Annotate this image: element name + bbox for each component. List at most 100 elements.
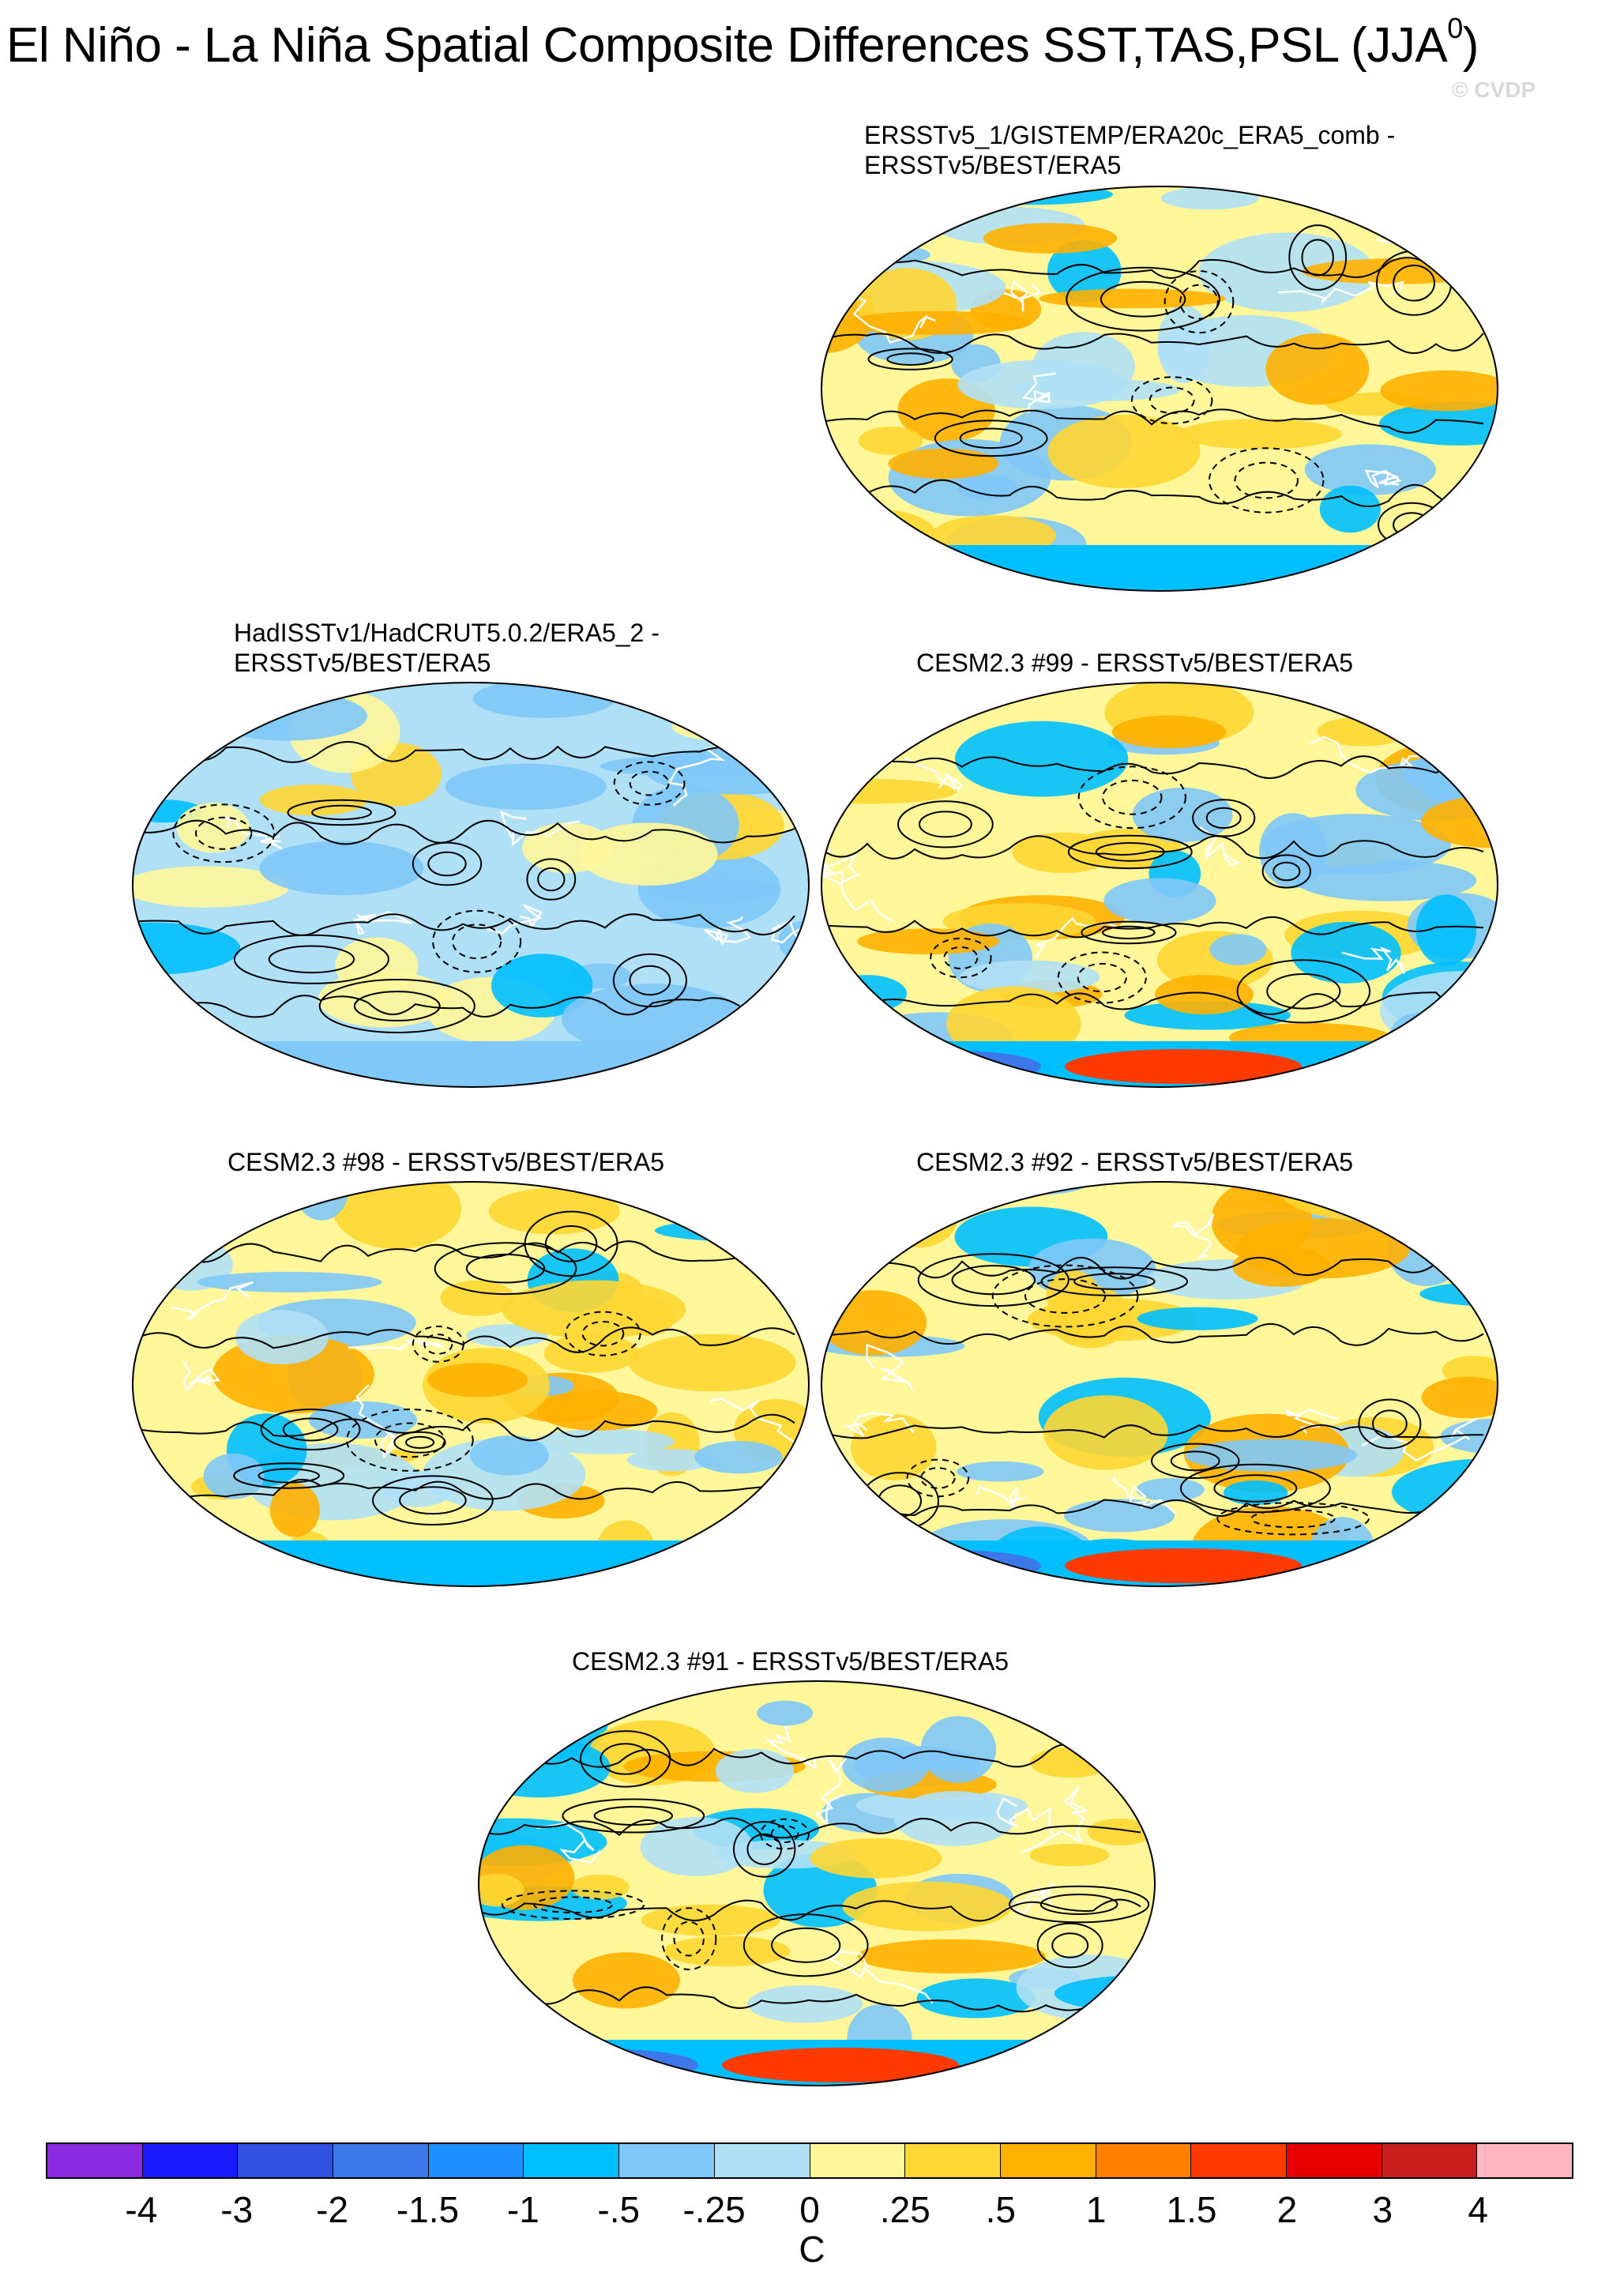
coastline [1199, 826, 1240, 867]
pressure-contour [821, 755, 1484, 779]
anomaly-blob [195, 686, 300, 708]
anomaly-blob [1087, 1818, 1154, 1845]
anomaly-blob [269, 1483, 320, 1537]
pressure-contour [629, 965, 671, 996]
anomaly-blob [333, 1182, 462, 1249]
anomaly-blob [235, 1310, 329, 1364]
anomaly-blob [894, 1791, 1015, 1846]
pressure-contour [1067, 834, 1193, 870]
coastline [1022, 372, 1056, 414]
panel-title-1-line2: ERSSTv5/BEST/ERA5 [864, 151, 1122, 179]
anomaly-blob [1209, 934, 1267, 965]
pressure-contour [1163, 270, 1235, 334]
pressure-contour [1066, 266, 1220, 332]
pressure-contour [733, 1821, 796, 1878]
pressure-contour [393, 1431, 446, 1454]
pressure-contour [930, 937, 992, 979]
pressure-contour [1288, 224, 1348, 291]
anomaly-blob [1039, 288, 1226, 309]
pressure-contour [318, 979, 476, 1033]
pressure-contour [821, 1256, 1484, 1280]
pressure-contour [959, 427, 1023, 450]
pressure-contour [771, 1927, 841, 1963]
map-panel-5 [820, 1179, 1499, 1589]
pressure-contour [434, 1242, 577, 1296]
coastline [348, 1338, 445, 1351]
anomaly-blob [440, 1280, 515, 1316]
pressure-contour [133, 819, 795, 845]
pressure-contour [1358, 1398, 1422, 1450]
colorbar-swatch [714, 2144, 810, 2177]
pressure-contour [1024, 1278, 1107, 1314]
anomaly-blob [955, 720, 1129, 797]
coastline [904, 756, 963, 792]
colorbar-tick-label: 0 [799, 2189, 820, 2230]
map-outline [821, 186, 1498, 592]
anomaly-blob [578, 822, 718, 886]
anomaly-blob [502, 1280, 686, 1339]
pressure-contour [673, 1920, 705, 1957]
colorbar [46, 2142, 1573, 2179]
coastline [355, 1384, 397, 1458]
pressure-contour [661, 1907, 717, 1971]
colorbar-tick-label: .5 [985, 2189, 1016, 2230]
coastline [1003, 280, 1042, 312]
anomaly-blob [157, 1014, 220, 1047]
anomaly-blob [445, 763, 607, 811]
coastline [1278, 280, 1405, 306]
anomaly-blob [721, 1522, 775, 1552]
coastline [536, 1822, 601, 1864]
anomaly-blob [133, 683, 247, 727]
coastline [146, 1213, 196, 1247]
pressure-contour [770, 1825, 799, 1844]
pressure-contour [1179, 284, 1219, 320]
anomaly-blob [629, 1334, 796, 1392]
colorbar-tick-label: -.25 [682, 2189, 746, 2230]
anomaly-blob [479, 1818, 607, 1866]
colorbar-swatch [1382, 2144, 1478, 2177]
pressure-contour [423, 1334, 453, 1355]
map-svg [821, 682, 1498, 1088]
coastline [844, 288, 936, 344]
anomaly-blob [888, 448, 999, 480]
colorbar-tick-label: 3 [1372, 2189, 1393, 2230]
anomaly-blob [1419, 1281, 1498, 1307]
pressure-contour [399, 1486, 467, 1515]
colorbar-swatch [1000, 2144, 1096, 2177]
colorbar-swatch [1191, 2144, 1287, 2177]
pressure-contour [593, 1806, 674, 1826]
anomaly-blob [1306, 568, 1423, 591]
anomaly-blob [1054, 1975, 1155, 2012]
coastline [996, 1796, 1054, 1835]
pressure-contour [821, 1323, 1484, 1346]
anomaly-blob [821, 213, 899, 246]
anomaly-blob [543, 1334, 639, 1373]
pressure-contour [821, 1424, 1484, 1439]
pressure-contour [991, 1264, 1139, 1328]
anomaly-blob [920, 1716, 997, 1783]
anomaly-blob [1261, 814, 1451, 875]
coastline [1362, 1417, 1478, 1462]
anomaly-blob [1395, 539, 1453, 584]
colorbar-swatch [1477, 2144, 1572, 2177]
anomaly-blob [1160, 186, 1259, 210]
anomaly-blob [1380, 370, 1498, 412]
colorbar-tick-label: -3 [220, 2189, 254, 2230]
anomaly-blob [1392, 1458, 1498, 1525]
pressure-contour [346, 1409, 474, 1472]
coastline [821, 848, 895, 923]
pressure-contour [600, 1743, 651, 1775]
pressure-contour [1102, 779, 1163, 815]
pressure-contour [374, 1422, 445, 1458]
pressure-contour [760, 1818, 810, 1850]
pressure-contour [133, 1479, 795, 1500]
anomaly-blob [1265, 333, 1370, 405]
coastline [224, 815, 283, 850]
pressure-contour [906, 1458, 970, 1498]
anomaly-blob [810, 1838, 942, 1879]
anomaly-blob [1421, 1376, 1498, 1419]
panel-title-5-line1: CESM2.3 #92 - ERSSTv5/BEST/ERA5 [916, 1148, 1354, 1176]
colorbar-swatch [47, 2144, 143, 2177]
warm-anomaly [1065, 1548, 1302, 1583]
anomaly-blob [1047, 239, 1122, 303]
